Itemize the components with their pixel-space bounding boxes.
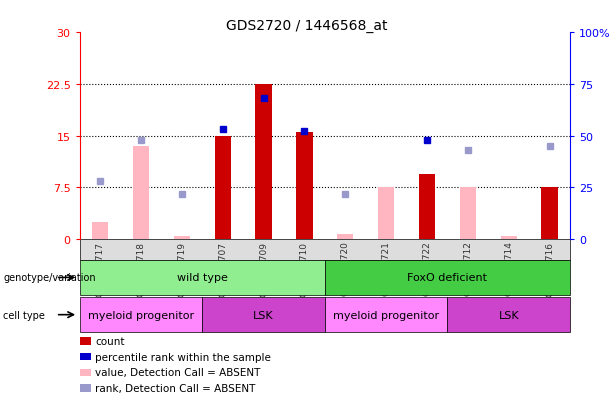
- Text: count: count: [95, 336, 124, 346]
- Text: myeloid progenitor: myeloid progenitor: [333, 310, 440, 320]
- Text: genotype/variation: genotype/variation: [3, 273, 96, 283]
- Bar: [92, 222, 109, 240]
- Text: rank, Detection Call = ABSENT: rank, Detection Call = ABSENT: [95, 383, 256, 393]
- Text: myeloid progenitor: myeloid progenitor: [88, 310, 194, 320]
- Bar: [419, 174, 435, 240]
- Bar: [337, 234, 354, 240]
- Text: FoxO deficient: FoxO deficient: [408, 273, 487, 283]
- Bar: [296, 133, 313, 240]
- Text: value, Detection Call = ABSENT: value, Detection Call = ABSENT: [95, 368, 261, 377]
- Bar: [215, 136, 231, 240]
- Text: GDS2720 / 1446568_at: GDS2720 / 1446568_at: [226, 19, 387, 33]
- Text: LSK: LSK: [253, 310, 274, 320]
- Text: percentile rank within the sample: percentile rank within the sample: [95, 352, 271, 362]
- Bar: [460, 188, 476, 240]
- Bar: [378, 188, 394, 240]
- Bar: [541, 188, 558, 240]
- Bar: [133, 147, 149, 240]
- Bar: [256, 85, 272, 240]
- Bar: [173, 236, 190, 240]
- Text: cell type: cell type: [3, 310, 45, 320]
- Bar: [501, 236, 517, 240]
- Text: LSK: LSK: [498, 310, 519, 320]
- Text: wild type: wild type: [177, 273, 227, 283]
